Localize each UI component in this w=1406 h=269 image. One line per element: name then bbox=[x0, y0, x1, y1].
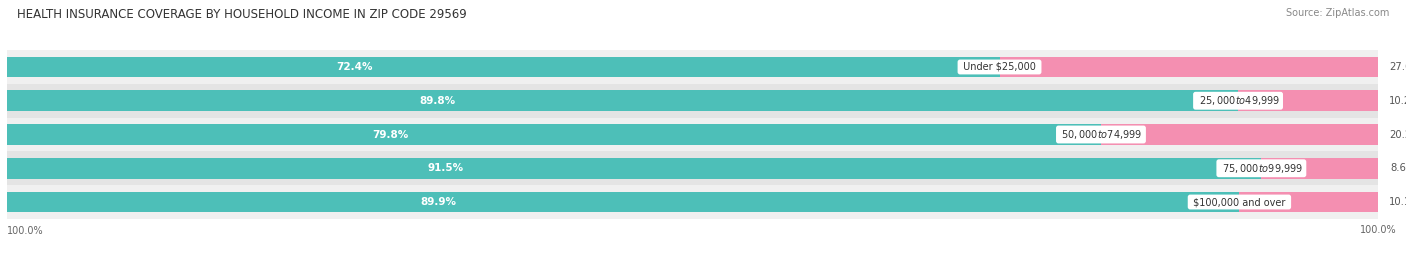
Text: 89.8%: 89.8% bbox=[420, 96, 456, 106]
Bar bbox=[7, 56, 1000, 77]
Text: 10.1%: 10.1% bbox=[1389, 197, 1406, 207]
Text: $25,000 to $49,999: $25,000 to $49,999 bbox=[1195, 94, 1281, 107]
Text: 79.8%: 79.8% bbox=[371, 129, 408, 140]
Text: $75,000 to $99,999: $75,000 to $99,999 bbox=[1219, 162, 1303, 175]
Bar bbox=[7, 192, 1240, 213]
Text: 89.9%: 89.9% bbox=[420, 197, 457, 207]
Text: 10.2%: 10.2% bbox=[1389, 96, 1406, 106]
Bar bbox=[7, 118, 1378, 151]
Text: 91.5%: 91.5% bbox=[427, 163, 464, 173]
Bar bbox=[7, 151, 1378, 185]
Text: 8.6%: 8.6% bbox=[1391, 163, 1406, 173]
Bar bbox=[7, 124, 1101, 145]
Bar bbox=[1000, 56, 1378, 77]
Bar bbox=[7, 50, 1378, 84]
Text: 20.2%: 20.2% bbox=[1389, 129, 1406, 140]
Text: 100.0%: 100.0% bbox=[7, 226, 44, 236]
Bar bbox=[7, 158, 1261, 179]
Text: $50,000 to $74,999: $50,000 to $74,999 bbox=[1059, 128, 1143, 141]
Text: 27.6%: 27.6% bbox=[1389, 62, 1406, 72]
Bar bbox=[1240, 192, 1378, 213]
Bar bbox=[1261, 158, 1379, 179]
Bar bbox=[1101, 124, 1378, 145]
Bar bbox=[7, 84, 1378, 118]
Text: $100,000 and over: $100,000 and over bbox=[1189, 197, 1289, 207]
Text: Source: ZipAtlas.com: Source: ZipAtlas.com bbox=[1285, 8, 1389, 18]
Bar bbox=[1239, 90, 1378, 111]
Text: 72.4%: 72.4% bbox=[336, 62, 373, 72]
Bar bbox=[7, 185, 1378, 219]
Text: Under $25,000: Under $25,000 bbox=[960, 62, 1039, 72]
Bar bbox=[7, 90, 1239, 111]
Text: HEALTH INSURANCE COVERAGE BY HOUSEHOLD INCOME IN ZIP CODE 29569: HEALTH INSURANCE COVERAGE BY HOUSEHOLD I… bbox=[17, 8, 467, 21]
